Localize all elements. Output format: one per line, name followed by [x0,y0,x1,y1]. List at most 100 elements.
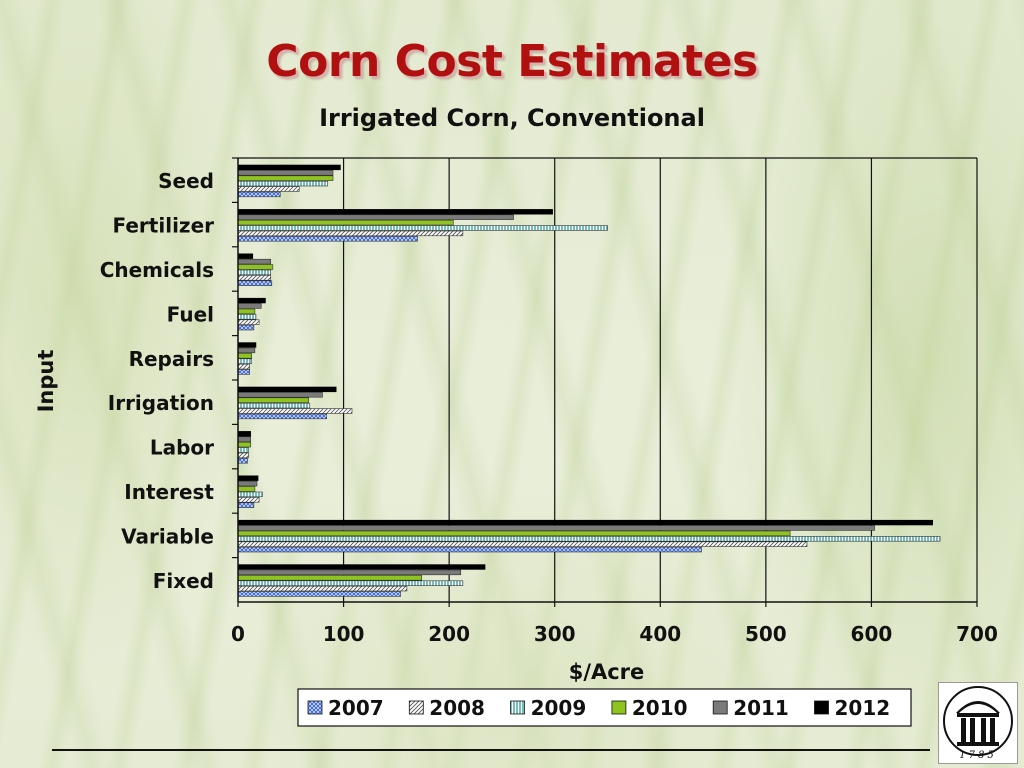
bar-chemicals-2012 [237,253,254,259]
plot-area [232,157,978,607]
legend-swatch-2011 [712,700,728,715]
bar-seed-2012 [237,164,341,171]
legend-swatch-2008 [408,700,424,715]
x-tick-label: 700 [956,622,998,646]
bar-fuel-2009 [237,314,257,320]
x-tick-label: 100 [323,622,365,646]
bar-variable-2009 [237,536,941,542]
y-axis-label: Input [34,350,58,413]
category-label: Repairs [129,347,214,371]
legend-swatch-2010 [611,700,627,715]
bar-labor-2008 [237,452,249,459]
bar-interest-2007 [237,502,255,508]
category-label: Fuel [167,302,214,326]
legend-swatch-2009 [510,700,526,715]
bar-variable-2008 [237,541,808,547]
bar-chemicals-2009 [237,269,272,276]
legend-label-2008: 2008 [429,696,485,720]
bar-fuel-2008 [237,319,260,325]
logo: 1785 [938,682,1018,764]
bar-irrigation-2009 [237,402,311,409]
bar-variable-2012 [237,519,933,526]
x-tick-label: 500 [745,622,787,646]
bar-fertilizer-2008 [237,230,464,237]
legend-label-2012: 2012 [835,696,891,720]
bar-variable-2007 [237,546,702,553]
bar-interest-2008 [237,497,260,503]
category-label: Labor [150,436,214,460]
bar-seed-2010 [237,175,334,181]
bar-repairs-2007 [237,369,250,375]
bar-repairs-2010 [237,353,253,359]
x-axis-label: $/Acre [569,660,645,684]
bar-labor-2012 [237,431,251,437]
category-label: Seed [158,169,214,193]
bar-fertilizer-2011 [237,214,514,220]
legend: 2007 2008 2009 2010 2011 2012 [297,688,912,727]
bar-variable-2011 [237,525,875,531]
category-label: Fixed [153,569,214,593]
chart-subtitle: Irrigated Corn, Conventional [319,104,705,132]
bar-irrigation-2007 [237,413,327,420]
bar-chemicals-2011 [237,258,272,265]
bar-repairs-2012 [237,342,257,348]
bar-fixed-2007 [237,591,401,597]
bar-fixed-2011 [237,569,462,576]
category-label: Chemicals [100,258,214,282]
legend-box [297,688,912,727]
bar-chemicals-2007 [237,280,273,286]
x-tick-label: 600 [851,622,893,646]
bar-interest-2012 [237,475,259,481]
legend-label-2007: 2007 [328,696,384,720]
bar-variable-2010 [237,530,791,537]
bar-irrigation-2012 [237,386,337,393]
bar-fertilizer-2012 [237,209,553,215]
bar-fuel-2011 [237,303,262,309]
category-label: Interest [124,480,214,504]
bar-fixed-2009 [237,580,464,586]
bar-repairs-2011 [237,347,256,354]
category-label: Irrigation [108,391,214,415]
bar-chemicals-2008 [237,275,272,281]
legend-swatch-2012 [814,700,829,715]
bar-interest-2009 [237,491,263,498]
x-tick-label: 200 [428,622,470,646]
bar-labor-2011 [237,436,251,442]
bar-interest-2010 [237,486,256,492]
logo-year: 1785 [959,750,996,761]
bar-labor-2007 [237,458,248,464]
category-label: Variable [121,524,214,548]
bar-labor-2010 [237,441,251,448]
bar-seed-2009 [237,180,329,187]
bar-chemicals-2010 [237,264,274,270]
bar-fixed-2008 [237,585,408,592]
category-labels: Seed Fertilizer Chemicals Fuel Repairs Irriga… [100,169,215,593]
bar-seed-2007 [237,191,281,198]
bar-repairs-2008 [237,363,250,370]
bar-fertilizer-2007 [237,236,418,242]
bar-repairs-2009 [237,358,253,364]
axes [237,158,977,603]
bar-fuel-2007 [237,324,255,331]
bar-fuel-2010 [237,308,256,315]
x-tick-label: 400 [639,622,681,646]
footer-rule [52,749,930,751]
legend-label-2009: 2009 [531,696,587,720]
legend-label-2010: 2010 [632,696,688,720]
page-title: Corn Cost Estimates [266,36,758,87]
x-tick-label: 300 [534,622,576,646]
bar-fertilizer-2009 [237,225,608,231]
bar-irrigation-2010 [237,397,310,403]
legend-label-2011: 2011 [733,696,789,720]
bar-irrigation-2011 [237,392,323,398]
x-tick-label: 0 [231,622,245,646]
bar-interest-2011 [237,480,258,487]
arch-columns-icon: 1785 [943,686,1013,761]
category-label: Fertilizer [113,214,215,238]
bar-fixed-2010 [237,575,422,581]
bar-seed-2008 [237,186,300,192]
bar-seed-2011 [237,170,334,176]
legend-swatch-2007 [307,700,323,715]
x-tick-labels: 0 100 200 300 400 500 600 700 [231,622,998,646]
